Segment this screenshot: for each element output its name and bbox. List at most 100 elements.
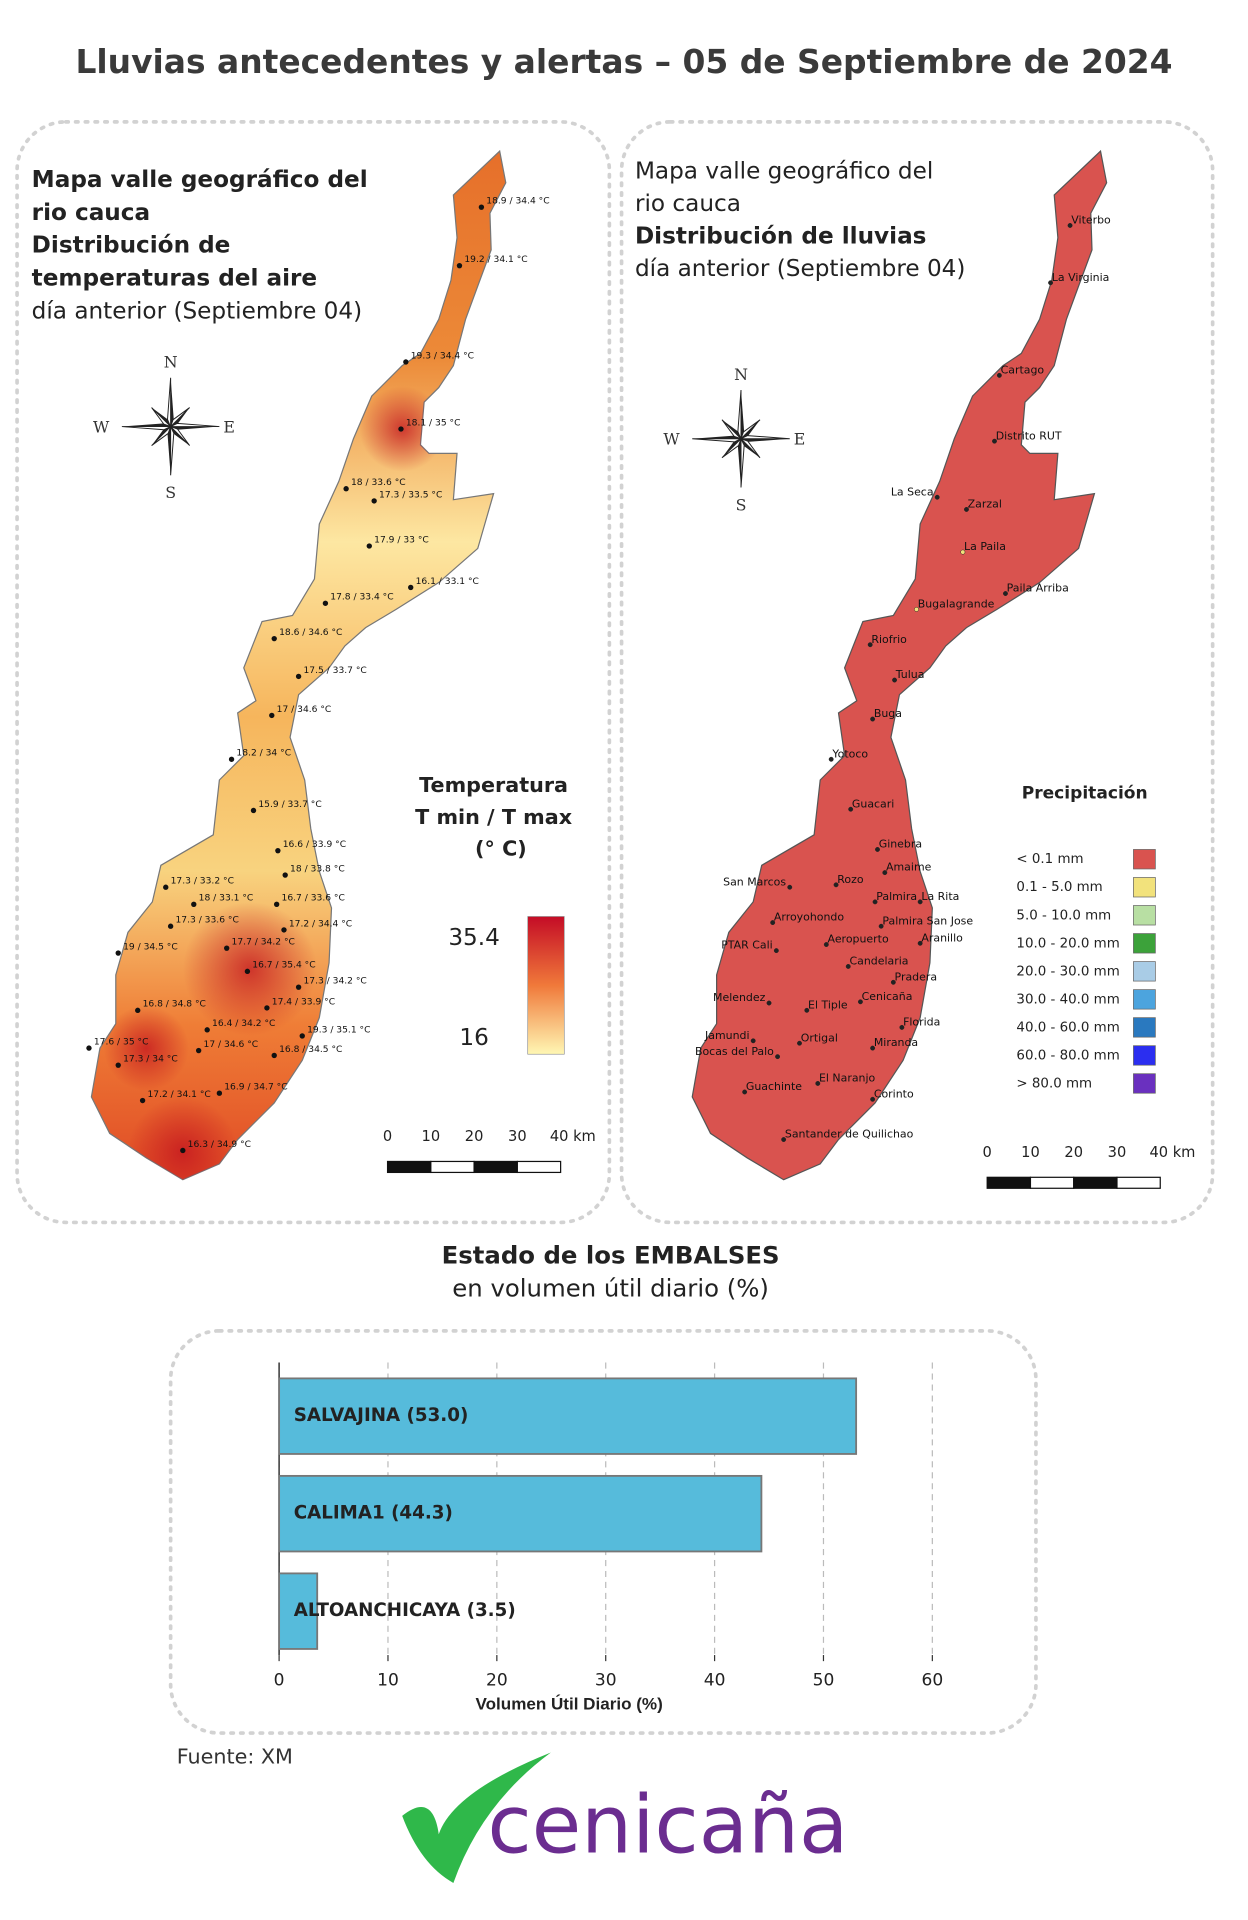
station-dot: [204, 1027, 210, 1033]
legend-swatch: [1133, 989, 1156, 1010]
compass-point: [740, 438, 790, 442]
station-dot: [295, 984, 302, 990]
station-label: 18.1 / 35 °C: [406, 418, 461, 428]
legend-swatch: [1133, 849, 1156, 870]
place-dot: [878, 923, 884, 929]
x-tick-label: 20: [486, 1671, 508, 1691]
place-label: Guachinte: [746, 1080, 802, 1093]
x-tick-label: 60: [921, 1671, 943, 1691]
compass-point: [151, 407, 171, 428]
place-label: Corinto: [874, 1087, 914, 1100]
place-label: Tulua: [895, 668, 925, 681]
station-label: 17.4 / 33.9 °C: [272, 997, 335, 1007]
station-dot: [322, 600, 329, 606]
station-dot: [282, 872, 288, 878]
scale-bar: [516, 1160, 562, 1174]
station-label: 16.8 / 34.8 °C: [143, 1000, 206, 1010]
compass-point: [740, 438, 745, 488]
station-dot: [295, 673, 302, 680]
compass-letter: N: [164, 353, 178, 372]
compass-point: [740, 438, 761, 459]
place-label: Miranda: [874, 1036, 918, 1049]
place-label: Aeropuerto: [828, 933, 889, 946]
map-heading: rio cauca: [635, 191, 741, 217]
place-label: Ortigal: [801, 1031, 838, 1044]
station-dot: [191, 901, 197, 907]
scale-label: 20: [465, 1128, 484, 1145]
map-heading: temperaturas del aire: [32, 266, 317, 292]
place-dot: [1048, 280, 1053, 286]
logo-mark: [402, 1752, 551, 1883]
place-dot: [781, 1137, 787, 1142]
station-label: 17.3 / 33.5 °C: [379, 490, 442, 500]
place-label: Riofrio: [871, 633, 907, 646]
place-dot: [857, 999, 863, 1005]
place-label: Rozo: [837, 873, 864, 886]
place-label: Aranillo: [921, 931, 963, 944]
compass-letter: W: [663, 429, 680, 448]
station-dot: [275, 847, 281, 854]
place-dot: [875, 847, 880, 852]
scale-bar: [1116, 1176, 1161, 1189]
legend-label: 30.0 - 40.0 mm: [1016, 992, 1119, 1007]
place-label: El Naranjo: [819, 1072, 876, 1085]
place-label: PTAR Cali: [721, 939, 772, 952]
compass-letter: S: [736, 495, 747, 514]
station-dot: [299, 1033, 305, 1039]
compass-letter: E: [223, 417, 235, 436]
x-axis-title: Volumen Útil Diario (%): [476, 1695, 663, 1714]
chart-title: Estado de los EMBALSES: [442, 1241, 780, 1270]
place-dot: [870, 716, 876, 722]
bar: [278, 1474, 763, 1553]
place-label: Paila Arriba: [1007, 582, 1069, 595]
station-dot: [244, 968, 251, 975]
place-label: Yotoco: [831, 747, 868, 760]
station-label: 17 / 34.6 °C: [277, 705, 332, 715]
place-dot: [775, 1054, 780, 1060]
place-label: San Marcos: [723, 875, 786, 888]
legend-swatch: [1133, 961, 1156, 982]
compass-letter: N: [734, 365, 748, 384]
compass-point: [170, 377, 174, 427]
map-heading: rio cauca: [32, 200, 150, 226]
compass-point: [737, 389, 742, 439]
legend-label: 10.0 - 20.0 mm: [1016, 936, 1119, 951]
scale-bar: [430, 1160, 475, 1174]
station-dot: [478, 204, 485, 210]
map-heading: Distribución de: [32, 233, 231, 259]
place-label: La Seca: [891, 485, 934, 498]
place-dot: [823, 942, 829, 947]
station-label: 19.3 / 34.4 °C: [411, 351, 474, 361]
station-label: 17.3 / 34 °C: [123, 1055, 178, 1065]
station-dot: [86, 1045, 92, 1051]
heat-spot: [103, 1005, 189, 1091]
panel: [619, 120, 1215, 1225]
place-label: Ginebra: [879, 838, 922, 851]
scale-bar: [1029, 1176, 1075, 1189]
valley: [691, 149, 1108, 1181]
scale-label: 0: [383, 1128, 392, 1145]
place-dot: [1067, 223, 1073, 228]
place-dot: [848, 806, 854, 812]
place-dot: [934, 494, 940, 500]
scale-label: 10: [422, 1128, 441, 1145]
compass-point: [170, 407, 190, 427]
place-label: Buga: [874, 707, 902, 720]
legend-title: T min / T max: [415, 805, 573, 829]
place-dot: [833, 882, 839, 888]
compass-point: [170, 426, 191, 446]
place-label: Florida: [903, 1016, 940, 1029]
place-dot: [917, 940, 923, 946]
compass-point: [170, 426, 175, 476]
compass-point: [692, 435, 741, 439]
station-label: 18.9 / 34.4 °C: [486, 197, 549, 207]
place-dot: [750, 1038, 756, 1044]
station-dot: [180, 1147, 186, 1154]
station-dot: [167, 923, 174, 929]
place-label: El Tiple: [808, 998, 848, 1011]
compass-point: [740, 389, 745, 439]
place-dot: [960, 549, 966, 555]
place-dot: [867, 642, 873, 648]
x-tick-label: 30: [595, 1671, 617, 1691]
